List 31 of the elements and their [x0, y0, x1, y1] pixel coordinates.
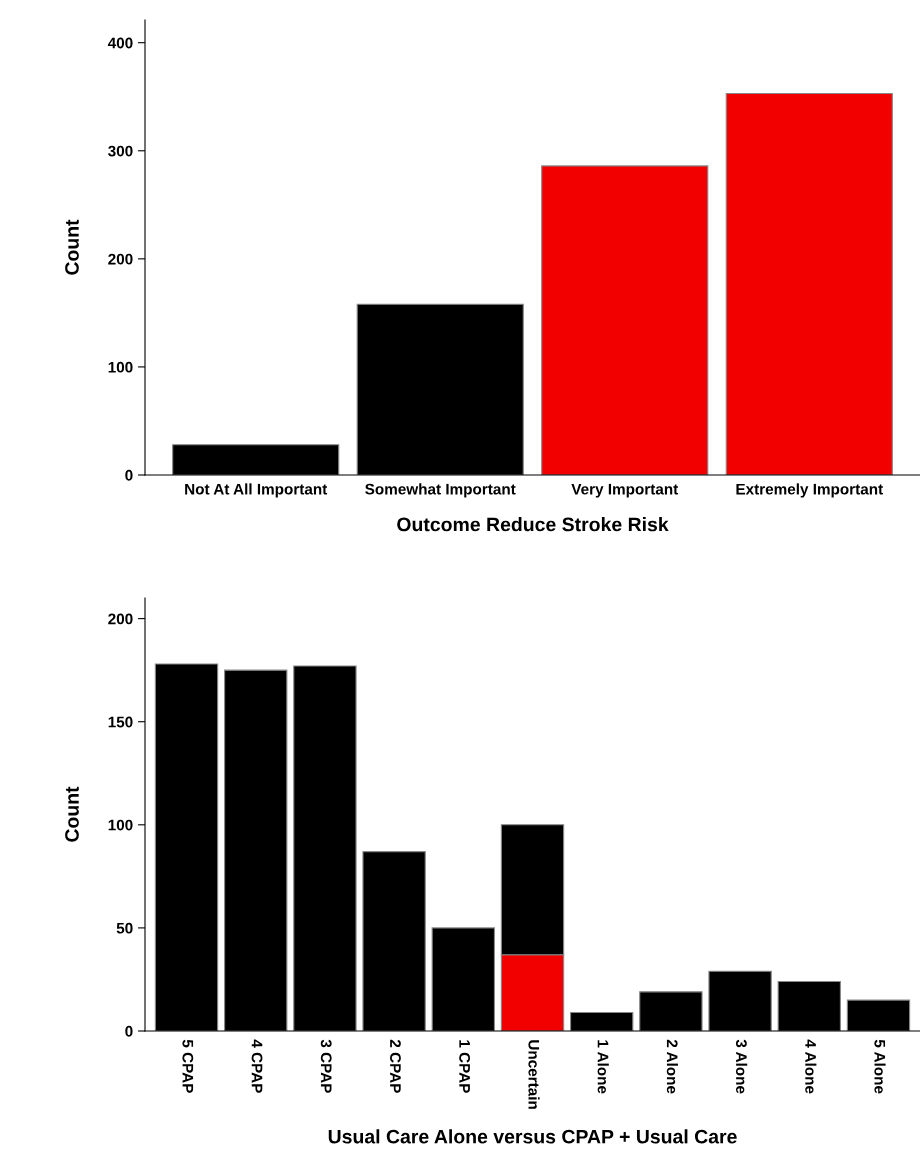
y-tick-label: 0: [125, 469, 133, 481]
x-tick-label: 4 Alone: [805, 1039, 817, 1094]
y-tick-label: 100: [108, 361, 133, 373]
y-tick-label: 300: [108, 145, 133, 157]
x-tick-label: 4 CPAP: [251, 1039, 263, 1093]
x-tick-label: Not At All Important: [185, 483, 328, 498]
x-tick-label: 5 CPAP: [182, 1039, 194, 1093]
x-tick-label: 5 Alone: [874, 1039, 886, 1094]
bar: [541, 165, 709, 475]
x-tick-label: Somewhat Important: [365, 483, 516, 498]
x-tick-label: 2 CPAP: [390, 1039, 401, 1093]
y-tick-label: 100: [108, 819, 133, 831]
x-tick-label: 1 Alone: [597, 1040, 609, 1094]
x-tick-label: 1 CPAP: [459, 1040, 471, 1093]
y-tick-label: 400: [107, 37, 133, 49]
y-axis-title: Count: [65, 219, 79, 275]
y-tick-label: 200: [108, 613, 133, 625]
x-tick-label: 3 CPAP: [320, 1039, 332, 1093]
y-tick-label: 150: [108, 716, 133, 728]
x-tick-label: 3 Alone: [735, 1039, 748, 1094]
y-axis-title: Count: [65, 786, 79, 842]
x-tick-label: Uncertain: [528, 1040, 540, 1109]
x-axis-title: Outcome Reduce Stroke Risk: [397, 517, 669, 532]
x-tick-label: 2 Alone: [666, 1039, 679, 1094]
y-tick-label: 50: [116, 922, 133, 934]
bar: [725, 92, 893, 475]
x-axis-title: Usual Care Alone versus CPAP + Usual Care: [328, 1129, 737, 1144]
x-tick-label: Extremely Important: [736, 483, 883, 498]
y-tick-label: 200: [108, 253, 133, 265]
x-tick-label: Very Important: [571, 483, 679, 498]
y-tick-label: 0: [125, 1025, 133, 1037]
